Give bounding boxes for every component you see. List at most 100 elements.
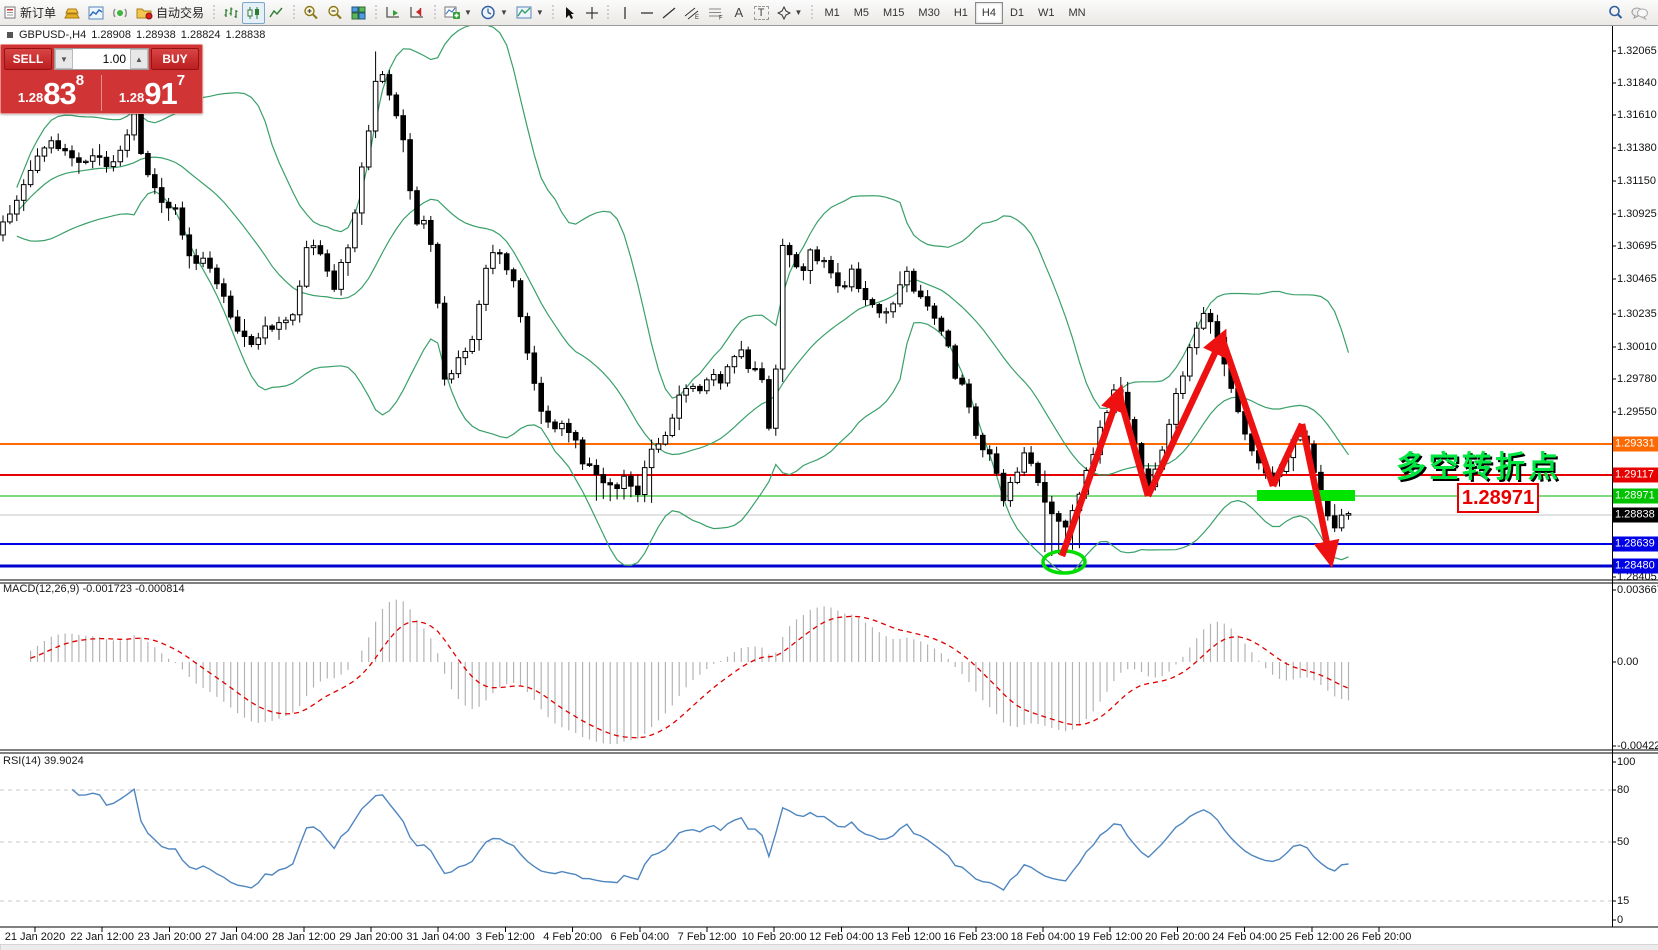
signal-icon [112,6,128,20]
zoom-in-button[interactable] [299,2,323,24]
trend-zigzag-annotation [1058,328,1340,569]
line-chart-icon [269,6,284,20]
text-label-tool-button[interactable]: T [750,2,773,24]
macd-histogram [30,599,1350,744]
fibonacci-icon: F [708,6,724,20]
search-button[interactable] [1604,2,1627,24]
trendline-tool-button[interactable] [658,2,680,24]
indicators-icon [444,5,461,20]
templates-dropdown-caret[interactable]: ▼ [535,8,544,17]
gold-ingot-button[interactable] [60,2,84,24]
buy-price[interactable]: 1.28 91 7 [102,73,202,113]
timeframe-w1-button[interactable]: W1 [1038,6,1055,19]
arrows-dropdown-caret[interactable]: ▼ [794,8,803,17]
horizontal-price-lines [0,443,1612,568]
main-toolbar: 新订单 自动交易 ▼ ▼ [0,0,1658,26]
chat-icon [1631,6,1648,20]
volume-increase-button[interactable]: ▲ [130,49,148,69]
new-order-button[interactable]: 新订单 [0,2,60,24]
toolbar-separator [549,2,557,23]
auto-scroll-button[interactable] [381,2,405,24]
toolbar-separator [372,2,380,23]
toolbar-separator [808,2,816,23]
timeframe-mn-button[interactable]: MN [1068,6,1086,19]
chart-shift-button[interactable] [405,2,429,24]
support-highlight-bar [1257,490,1355,501]
vertical-line-icon [620,6,630,20]
horizontal-line-tool-button[interactable] [636,2,658,24]
channel-tool-button[interactable]: E [680,2,704,24]
search-icon [1608,5,1623,20]
auto-trading-button[interactable]: 自动交易 [132,2,208,24]
toolbar-separator [431,2,439,23]
timeframe-m15-button[interactable]: M15 [883,6,905,19]
cursor-icon [563,6,576,20]
zoom-out-button[interactable] [323,2,347,24]
bollinger-bands [16,23,1350,574]
chart-window-button[interactable] [84,2,108,24]
tile-windows-button[interactable] [347,2,370,24]
chart-window-icon [88,6,104,20]
volume-decrease-button[interactable]: ▼ [55,49,73,69]
tile-windows-icon [351,6,366,20]
buy-price-main: 91 [144,76,177,111]
buy-price-pip: 7 [176,72,186,89]
toolbar-separator [604,2,612,23]
candlestick-chart-icon [246,6,261,20]
vertical-line-tool-button[interactable] [614,2,636,24]
auto-trading-label: 自动交易 [156,6,205,20]
bar-chart-icon [223,6,238,20]
volume-spinner[interactable]: ▼ 1.00 ▲ [54,48,149,70]
periods-clock-icon [480,5,496,20]
cursor-tool-button[interactable] [559,2,581,24]
timeframe-m1-button[interactable]: M1 [824,6,840,19]
trendline-icon [662,6,676,20]
timeframe-h4-button[interactable]: H4 [974,1,1003,24]
periods-dropdown-caret[interactable]: ▼ [499,8,508,17]
toolbar-separator [210,2,218,23]
crosshair-icon [585,6,599,20]
timeframe-m30-button[interactable]: M30 [918,6,940,19]
panel-frame [0,25,1658,950]
line-chart-type-button[interactable] [265,2,288,24]
timeframe-d1-button[interactable]: D1 [1009,6,1025,19]
buy-button[interactable]: BUY [151,48,199,70]
indicators-dropdown-caret[interactable]: ▼ [464,8,472,17]
text-label-icon: T [753,5,769,20]
arrows-tool-button[interactable]: ▼ [773,2,807,24]
chat-button[interactable] [1627,2,1652,24]
candles-layer [0,51,1352,556]
text-tool-button[interactable]: A [728,2,750,24]
horizontal-line-icon [640,8,654,18]
svg-text:E: E [695,15,699,20]
buy-price-prefix: 1.28 [118,90,145,105]
timeframe-h1-button[interactable]: H1 [953,6,968,19]
periods-button[interactable]: ▼ [476,2,512,24]
bar-chart-type-button[interactable] [219,2,242,24]
sell-price[interactable]: 1.28 83 8 [1,73,101,113]
indicators-button[interactable]: ▼ [440,2,476,24]
sell-price-main: 83 [43,76,76,111]
auto-scroll-icon [385,6,401,20]
auto-trading-icon [136,6,153,20]
toolbar-separator [290,2,298,23]
price-divider [101,75,102,111]
gold-ingot-icon [64,6,80,20]
rsi-line [71,787,1349,891]
candlestick-chart-type-button[interactable] [242,1,266,24]
volume-value[interactable]: 1.00 [102,52,126,66]
svg-text:F: F [719,15,723,20]
new-order-icon [4,6,17,19]
zoom-out-icon [327,5,343,20]
timeframe-m5-button[interactable]: M5 [853,6,870,19]
crosshair-tool-button[interactable] [581,2,603,24]
sell-price-pip: 8 [75,72,85,89]
sell-price-prefix: 1.28 [17,90,44,105]
templates-button[interactable]: ▼ [512,2,548,24]
sell-button[interactable]: SELL [4,48,52,70]
signal-button[interactable] [108,2,132,24]
fibonacci-tool-button[interactable]: F [704,2,728,24]
arrows-icon [776,5,791,20]
channel-icon: E [684,6,700,20]
